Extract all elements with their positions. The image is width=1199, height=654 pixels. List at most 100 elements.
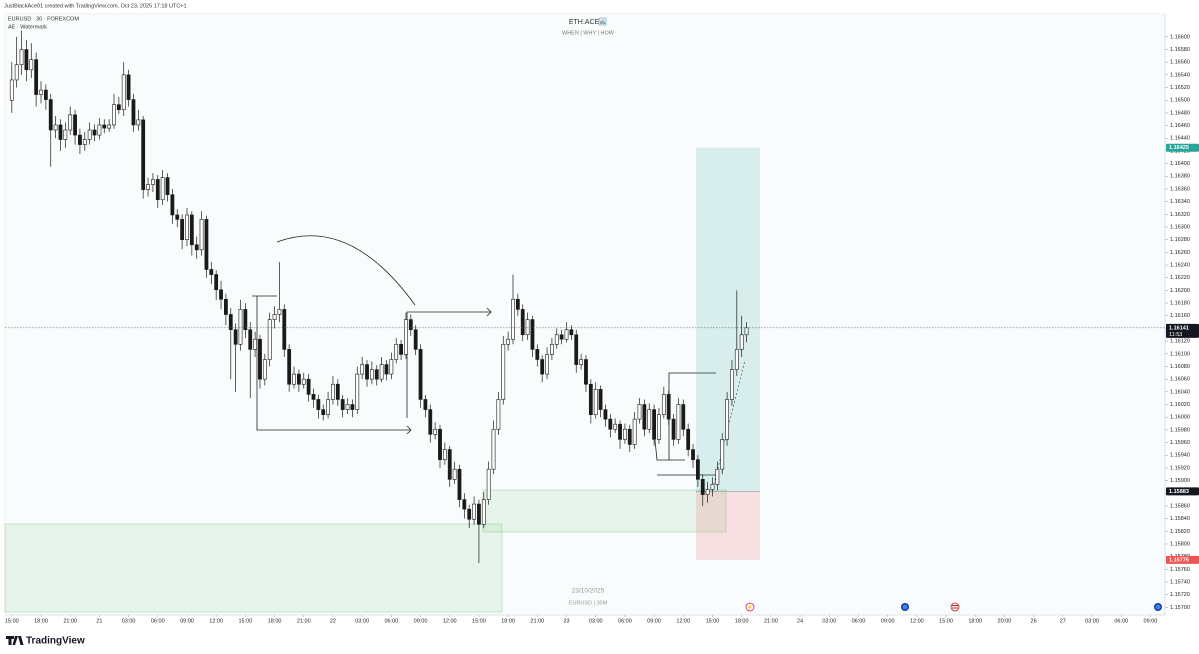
candle-body — [550, 343, 554, 355]
symbol: EURUSD · 30 · FOREXCOM — [8, 16, 79, 22]
candle-body — [238, 309, 243, 345]
candle-body — [14, 64, 19, 81]
x-tick-label: 26 — [1031, 618, 1037, 624]
candle-body — [34, 59, 39, 95]
candle-body — [379, 364, 384, 380]
y-tick-label: 1.16460 — [1170, 123, 1190, 129]
x-tick-label: 20:00 — [998, 618, 1012, 624]
candle-body — [121, 74, 126, 111]
arc-drawing — [276, 235, 416, 306]
x-tick-label: 09:00 — [647, 618, 661, 624]
last-price-label-bg — [1166, 323, 1199, 338]
candle-body — [598, 389, 603, 410]
candle-body — [355, 373, 360, 410]
candle-body — [715, 468, 720, 485]
candle-body — [384, 364, 389, 375]
candle-body — [501, 343, 506, 400]
candle-body — [29, 59, 34, 71]
x-tick-label: 03:00 — [589, 618, 603, 624]
x-tick-label: 06:00 — [151, 618, 165, 624]
candle-body — [204, 219, 209, 270]
candle-body — [647, 409, 652, 430]
y-tick-label: 1.16340 — [1170, 199, 1190, 205]
candle-body — [350, 404, 355, 410]
candle-body — [219, 289, 223, 300]
candle-body — [691, 449, 695, 460]
candle-body — [695, 459, 700, 480]
candle-body — [262, 359, 267, 380]
candle-body — [584, 359, 588, 385]
y-tick-label: 1.15960 — [1170, 440, 1190, 446]
y-tick-label: 1.16400 — [1170, 161, 1190, 167]
candle-body — [710, 484, 715, 490]
demand-zone — [482, 489, 727, 533]
candle-body — [160, 177, 165, 201]
x-tick-label: 18:00 — [501, 618, 515, 624]
candle-body — [189, 214, 194, 246]
candle-body — [97, 124, 102, 136]
candle-body — [700, 479, 705, 495]
brand: TradingView — [26, 636, 85, 647]
candle-body — [681, 404, 686, 430]
y-tick-label: 1.16380 — [1170, 174, 1190, 180]
candle-body — [243, 309, 248, 331]
x-tick-label: 27 — [1060, 618, 1066, 624]
x-tick-label: 15:00 — [5, 618, 19, 624]
candle-body — [457, 468, 462, 500]
candle-body — [744, 327, 749, 336]
candle-body — [73, 114, 77, 136]
candle-body — [734, 349, 739, 370]
y-tick-label: 1.16020 — [1170, 402, 1190, 408]
x-tick-label: 03:00 — [1085, 618, 1099, 624]
y-tick-label: 1.16520 — [1170, 85, 1190, 91]
candle-body — [515, 298, 520, 310]
x-tick-label: 21:00 — [764, 618, 778, 624]
y-tick-label: 1.15700 — [1170, 605, 1190, 611]
candle-body — [627, 428, 632, 445]
y-tick-label: 1.15840 — [1170, 516, 1190, 522]
candle-body — [525, 319, 530, 336]
candle-body — [131, 99, 136, 126]
x-tick-label: 12:00 — [443, 618, 457, 624]
y-tick-label: 1.16580 — [1170, 47, 1190, 53]
watermark-date: 23/10/2025 — [572, 588, 605, 595]
candle-body — [593, 389, 598, 415]
x-tick-label: 18:00 — [735, 618, 749, 624]
candle-body — [272, 314, 277, 320]
candle-body — [199, 219, 204, 251]
x-tick-label: 12:00 — [676, 618, 690, 624]
stop-label-bg — [1166, 555, 1199, 564]
candle-body — [413, 329, 418, 350]
last-price-label-countdown: 11:53 — [1169, 332, 1182, 338]
y-tick-label: 1.16060 — [1170, 377, 1190, 383]
candle-body — [185, 214, 189, 240]
candle-body — [248, 329, 253, 350]
candle-body — [87, 129, 92, 140]
candle-body — [9, 79, 14, 101]
candle-body — [92, 129, 97, 136]
candle-body — [365, 364, 369, 380]
y-tick-label: 1.16260 — [1170, 250, 1190, 256]
indicator: AE · Watermark — [8, 24, 47, 30]
candle-body — [282, 309, 287, 350]
entry-label: 1.15883 — [1169, 489, 1189, 495]
candle-body — [511, 298, 515, 340]
candle-body — [661, 394, 666, 415]
candle-body — [657, 414, 661, 440]
x-tick-label: 18:00 — [268, 618, 282, 624]
candle-body — [194, 244, 199, 251]
y-tick-label: 1.15940 — [1170, 453, 1190, 459]
x-tick-label: 23 — [563, 618, 569, 624]
candle-body — [335, 383, 340, 400]
candle-body — [506, 338, 511, 345]
candle-body — [102, 124, 107, 129]
chart-title: ETH.ACE — [569, 19, 600, 26]
x-tick-label: 15:00 — [238, 618, 252, 624]
candle-body — [540, 359, 545, 375]
candle-body — [622, 428, 627, 440]
y-tick-label: 1.15720 — [1170, 592, 1190, 598]
candle-body — [24, 49, 29, 71]
candle-body — [292, 373, 296, 385]
x-tick-label: 06:00 — [384, 618, 398, 624]
